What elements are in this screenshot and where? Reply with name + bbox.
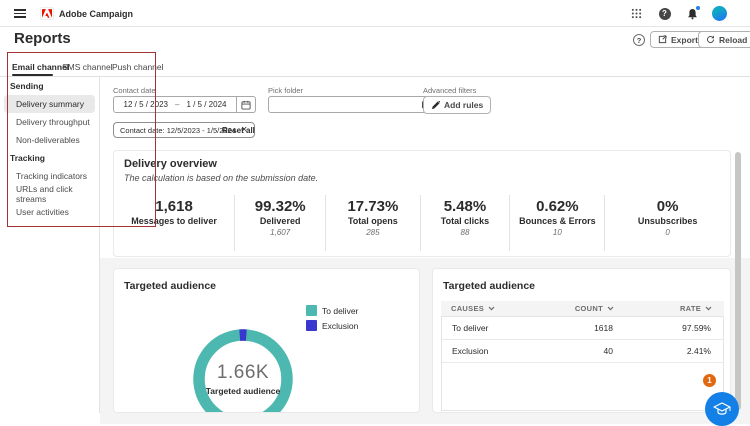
sidebar-item-delivery-summary[interactable]: Delivery summary bbox=[4, 95, 95, 113]
metric-delivered: 99.32% Delivered 1,607 bbox=[234, 195, 325, 251]
sidebar-item-user-activities[interactable]: User activities bbox=[16, 207, 69, 217]
top-app-bar: Adobe Campaign ? bbox=[0, 0, 750, 27]
help-icon[interactable]: ? bbox=[658, 7, 671, 20]
app-switcher-icon[interactable] bbox=[630, 7, 643, 20]
user-avatar[interactable] bbox=[712, 6, 727, 21]
sidebar-item-urls-click-streams[interactable]: URLs and click streams bbox=[16, 184, 73, 204]
export-icon bbox=[658, 35, 667, 44]
date-separator: – bbox=[174, 100, 180, 109]
sidebar-item-non-deliverables[interactable]: Non-deliverables bbox=[16, 135, 80, 145]
metric-messages-to-deliver: 1,618 Messages to deliver bbox=[131, 198, 217, 226]
targeted-audience-chart-card: Targeted audience 1.66K Targeted audienc… bbox=[113, 268, 420, 413]
date-start-value[interactable]: 12 / 5 / 2023 bbox=[123, 100, 168, 109]
targeted-audience-table-card: Targeted audience CAUSES COUNT RATE To d… bbox=[432, 268, 731, 413]
overview-title: Delivery overview bbox=[124, 158, 217, 170]
filter-chip-contact-date: Contact date: 12/5/2023 - 1/5/2024 ✕ bbox=[113, 122, 255, 138]
legend-swatch-exclusion bbox=[306, 320, 317, 331]
legend-item-to-deliver: To deliver bbox=[306, 305, 358, 316]
tab-sms-channel[interactable]: SMS channel bbox=[62, 62, 113, 72]
donut-center-label: 1.66K Targeted audience bbox=[205, 362, 281, 396]
chevron-down-icon bbox=[607, 306, 614, 311]
column-header-rate[interactable]: RATE bbox=[618, 304, 724, 313]
report-help-icon[interactable]: ? bbox=[633, 34, 645, 46]
audience-table-title: Targeted audience bbox=[443, 280, 535, 292]
report-sidebar: Sending Delivery summary Delivery throug… bbox=[0, 77, 100, 413]
sidebar-group-sending: Sending bbox=[10, 81, 44, 91]
pick-folder-input[interactable] bbox=[269, 97, 417, 112]
notifications-bell-icon[interactable] bbox=[686, 5, 701, 20]
overview-subtitle: The calculation is based on the submissi… bbox=[124, 173, 319, 183]
column-header-causes[interactable]: CAUSES bbox=[441, 304, 528, 313]
sidebar-group-tracking: Tracking bbox=[10, 153, 45, 163]
sidebar-item-tracking-indicators[interactable]: Tracking indicators bbox=[16, 171, 88, 181]
audience-donut-chart bbox=[193, 329, 293, 412]
contact-date-range-input[interactable]: 12 / 5 / 2023 – 1 / 5 / 2024 bbox=[113, 96, 256, 113]
pick-folder-field bbox=[268, 96, 436, 113]
vertical-scrollbar[interactable] bbox=[735, 152, 741, 410]
chart-legend: To deliver Exclusion bbox=[306, 305, 358, 331]
pick-folder-label: Pick folder bbox=[268, 86, 304, 95]
audience-table: CAUSES COUNT RATE To deliver 1618 97.59%… bbox=[441, 301, 724, 411]
adobe-logo bbox=[40, 7, 54, 20]
help-badge-count: 1 bbox=[703, 374, 716, 387]
chevron-down-icon bbox=[488, 306, 495, 311]
active-tab-underline bbox=[12, 74, 53, 76]
legend-item-exclusion: Exclusion bbox=[306, 320, 358, 331]
table-row-exclusion: Exclusion 40 2.41% bbox=[442, 340, 723, 363]
hamburger-menu-icon[interactable] bbox=[14, 9, 26, 18]
sidebar-item-delivery-throughput[interactable]: Delivery throughput bbox=[16, 117, 90, 127]
date-end-value[interactable]: 1 / 5 / 2024 bbox=[186, 100, 227, 109]
guided-help-button[interactable] bbox=[705, 392, 739, 426]
calendar-icon bbox=[241, 100, 251, 110]
tabs-divider bbox=[0, 76, 750, 77]
advanced-filters-label: Advanced filters bbox=[423, 86, 477, 95]
page-title: Reports bbox=[14, 30, 71, 47]
table-row-to-deliver: To deliver 1618 97.59% bbox=[442, 317, 723, 340]
audience-chart-title: Targeted audience bbox=[124, 280, 216, 292]
overview-metrics: 1,618 Messages to deliver 99.32% Deliver… bbox=[114, 195, 730, 251]
metric-total-clicks: 5.48% Total clicks 88 bbox=[419, 195, 510, 251]
metric-unsubscribes: 0% Unsubscribes 0 bbox=[604, 195, 730, 251]
table-header-row: CAUSES COUNT RATE bbox=[441, 301, 724, 316]
reload-button[interactable]: Reload bbox=[698, 31, 750, 48]
tab-email-channel[interactable]: Email channel bbox=[12, 62, 70, 72]
reload-icon bbox=[706, 35, 715, 43]
tab-push-channel[interactable]: Push channel bbox=[112, 62, 164, 72]
chevron-down-icon bbox=[705, 306, 712, 311]
contact-date-label: Contact date bbox=[113, 86, 156, 95]
app-name: Adobe Campaign bbox=[59, 9, 134, 19]
graduation-cap-icon bbox=[713, 401, 731, 415]
calendar-picker-button[interactable] bbox=[236, 97, 255, 112]
delivery-overview-card: Delivery overview The calculation is bas… bbox=[113, 150, 731, 257]
legend-swatch-to-deliver bbox=[306, 305, 317, 316]
metric-total-opens: 17.73% Total opens 285 bbox=[325, 195, 419, 251]
reset-all-link[interactable]: Reset all bbox=[222, 126, 255, 135]
column-header-count[interactable]: COUNT bbox=[528, 304, 618, 313]
chip-remove-icon[interactable]: ✕ bbox=[240, 125, 248, 134]
table-body: To deliver 1618 97.59% Exclusion 40 2.41… bbox=[441, 316, 724, 411]
pencil-icon bbox=[431, 100, 440, 109]
add-rules-button[interactable]: Add rules bbox=[423, 96, 492, 114]
metric-bounces-errors: 0.62% Bounces & Errors 10 bbox=[509, 195, 604, 251]
notification-dot bbox=[695, 5, 701, 11]
adobe-logo-icon bbox=[42, 9, 52, 18]
